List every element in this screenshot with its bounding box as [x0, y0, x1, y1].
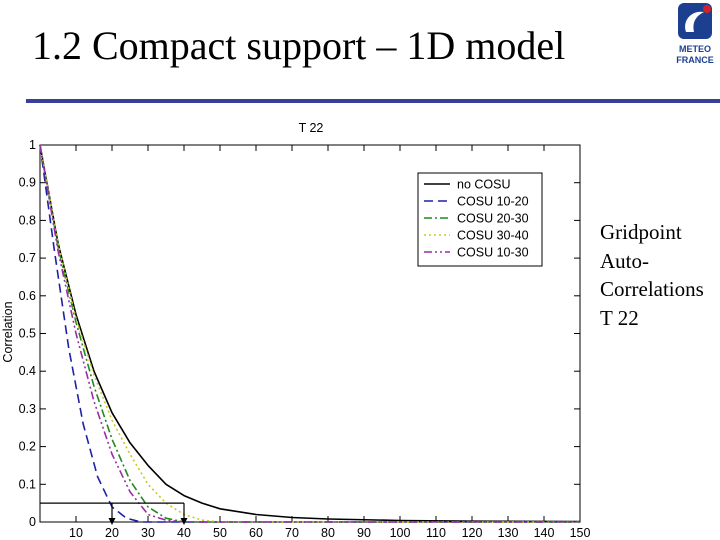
- legend-label: COSU 10-20: [457, 195, 529, 209]
- x-tick-label: 50: [213, 526, 227, 540]
- legend-label: COSU 30-40: [457, 229, 529, 243]
- y-tick-label: 0.3: [19, 402, 36, 416]
- x-tick-label: 90: [357, 526, 371, 540]
- legend: no COSU COSU 10-20 COSU 20-30 COSU 30-40 COS…: [417, 172, 543, 267]
- y-axis-title: Correlation: [1, 301, 15, 362]
- logo-emblem-swirl: [685, 11, 704, 32]
- logo-line-2: FRANCE: [676, 55, 714, 65]
- axis-ticks: 10 20 30 40 50 60 70 80 90 100 110 120 130 140 150 0 0.1…: [19, 138, 591, 540]
- legend-box: [417, 172, 543, 267]
- y-tick-label: 0.6: [19, 289, 36, 303]
- y-tick-label: 0.7: [19, 251, 36, 265]
- side-note-line: Correlations: [600, 277, 704, 301]
- header-rule: [26, 99, 720, 103]
- x-tick-label: 30: [141, 526, 155, 540]
- x-tick-label: 20: [105, 526, 119, 540]
- x-tick-label: 70: [285, 526, 299, 540]
- x-tick-label: 60: [249, 526, 263, 540]
- legend-label: COSU 10-30: [457, 246, 529, 260]
- y-tick-label: 0.2: [19, 440, 36, 454]
- x-tick-label: 140: [534, 526, 555, 540]
- logo-line-1: METEO: [679, 44, 711, 54]
- x-tick-label: 80: [321, 526, 335, 540]
- x-tick-label: 130: [498, 526, 519, 540]
- series-line-3: [39, 144, 580, 523]
- y-tick-label: 0.4: [19, 364, 36, 378]
- x-tick-label: 10: [69, 526, 83, 540]
- annotation-layer: [40, 502, 188, 525]
- y-tick-label: 0.9: [19, 176, 36, 190]
- y-tick-label: 0.8: [19, 213, 36, 227]
- series-line-1: [39, 144, 581, 523]
- logo-emblem-sun: [703, 5, 711, 13]
- slide-title: 1.2 Compact support – 1D model: [32, 23, 566, 68]
- x-tick-label: 150: [570, 526, 591, 540]
- legend-label: no COSU: [457, 178, 511, 192]
- meteo-france-logo: METEO FRANCE: [676, 3, 714, 65]
- threshold-arrowhead: [180, 518, 188, 525]
- side-note: Gridpoint Auto- Correlations T 22: [600, 218, 704, 332]
- series-line-5: [39, 144, 580, 523]
- x-tick-label: 40: [177, 526, 191, 540]
- side-note-line: Auto-: [600, 248, 649, 273]
- legend-label: COSU 20-30: [457, 212, 529, 226]
- y-tick-label: 0.1: [19, 477, 36, 491]
- x-tick-label: 120: [462, 526, 483, 540]
- y-tick-label: 0: [29, 515, 36, 529]
- x-tick-label: 100: [390, 526, 411, 540]
- y-tick-label: 0.5: [19, 327, 36, 341]
- correlation-chart: T 22 Correlation 10 20 30 40 50 60 70 80 90 100 11…: [1, 121, 591, 540]
- x-tick-label: 110: [426, 526, 446, 540]
- side-note-line: Gridpoint: [600, 220, 682, 244]
- chart-title: T 22: [299, 121, 324, 135]
- y-tick-label: 1: [29, 138, 36, 152]
- threshold-arrowhead: [108, 518, 116, 525]
- side-note-line: T 22: [600, 305, 639, 330]
